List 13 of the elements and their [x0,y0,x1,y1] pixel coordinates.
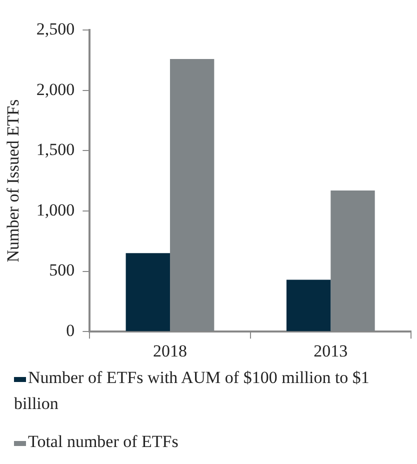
y-tick-label: 2,500 [36,19,75,38]
x-tick-label: 2013 [314,341,348,360]
bar [286,280,331,332]
legend-label: Total number of ETFs [28,432,178,451]
bar [126,253,170,332]
y-tick-label: 1,500 [36,140,75,160]
legend-label: Number of ETFs with AUM of $100 million to $1 billion [14,368,370,413]
x-tick-label: 2018 [152,341,187,360]
y-axis-title: Number of Issued ETFs [4,99,23,262]
y-tick-label: 2,000 [36,80,75,99]
y-tick-label: 0 [66,321,75,340]
y-tick-label: 500 [49,260,75,280]
y-tick-label: 1,000 [36,200,75,220]
